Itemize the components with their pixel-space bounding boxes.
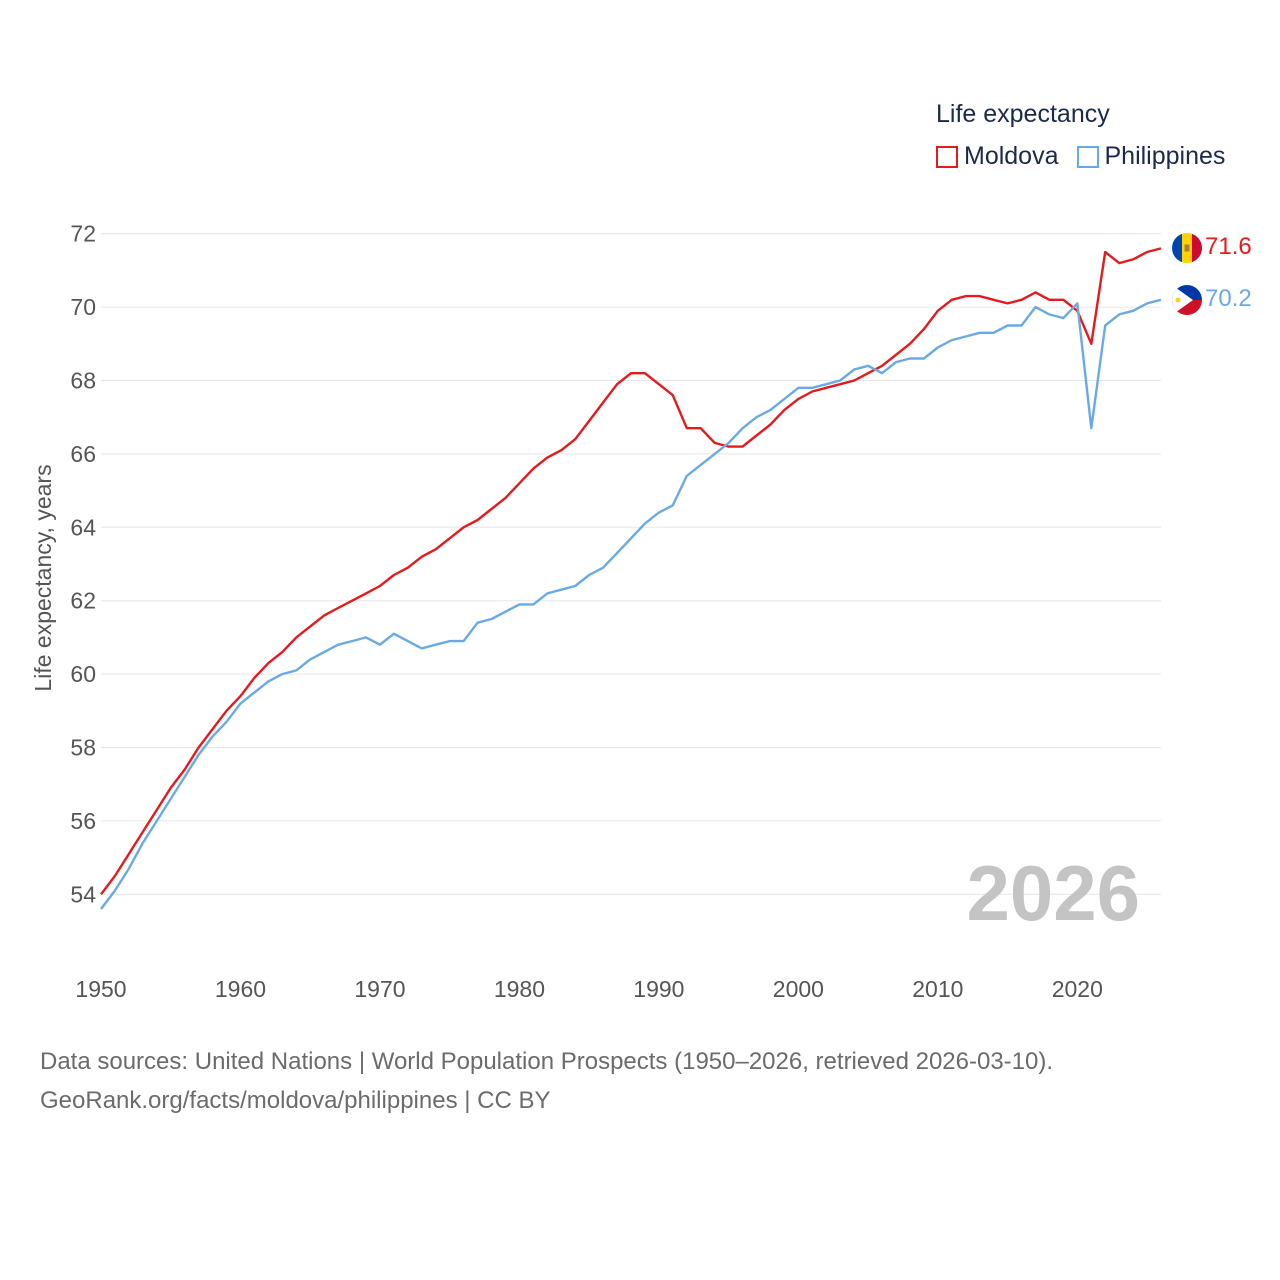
x-tick-label-1990: 1990 bbox=[633, 976, 684, 1002]
year-watermark: 2026 bbox=[966, 849, 1140, 937]
legend-item-moldova[interactable]: Moldova bbox=[936, 142, 1059, 171]
y-tick-label-72: 72 bbox=[70, 221, 96, 247]
series-end-labels: 71.6 70.2 bbox=[1205, 233, 1252, 312]
series-lines bbox=[100, 247, 1162, 910]
legend: Moldova Philippines bbox=[936, 142, 1243, 171]
y-tick-label-54: 54 bbox=[70, 881, 96, 907]
moldova-flag-icon bbox=[1172, 233, 1202, 263]
legend-swatch-philippines bbox=[1076, 145, 1099, 168]
series-end-markers bbox=[1172, 233, 1202, 315]
x-tick-label-1970: 1970 bbox=[354, 976, 405, 1002]
series-line-moldova bbox=[100, 247, 1162, 896]
legend-swatch-moldova bbox=[936, 145, 958, 168]
end-label-philippines: 70.2 bbox=[1205, 285, 1252, 312]
y-axis-ticks: 54 56 58 60 62 64 66 68 70 72 bbox=[70, 221, 96, 908]
y-axis-label: Life expectancy, years bbox=[30, 464, 56, 691]
line-chart: 54 56 58 60 62 64 66 68 70 72 1950 1960 1970 1980 199… bbox=[30, 221, 1252, 1002]
y-tick-label-64: 64 bbox=[70, 514, 96, 540]
gridlines bbox=[101, 233, 1161, 895]
x-tick-label-2010: 2010 bbox=[912, 976, 963, 1002]
x-tick-label-2000: 2000 bbox=[773, 976, 824, 1002]
x-tick-label-1950: 1950 bbox=[75, 976, 126, 1002]
data-sources-text: Data sources: United Nations | World Pop… bbox=[40, 1048, 1054, 1075]
y-tick-label-56: 56 bbox=[70, 808, 96, 834]
x-tick-label-2020: 2020 bbox=[1052, 976, 1103, 1002]
y-tick-label-58: 58 bbox=[70, 735, 96, 761]
x-axis-ticks: 1950 1960 1970 1980 1990 2000 2010 2020 bbox=[75, 976, 1102, 1002]
source-link[interactable]: GeoRank.org/facts/moldova/philippines | … bbox=[40, 1087, 551, 1114]
y-tick-label-68: 68 bbox=[70, 368, 96, 394]
legend-title: Life expectancy bbox=[936, 100, 1110, 128]
x-tick-label-1980: 1980 bbox=[494, 976, 545, 1002]
y-tick-label-62: 62 bbox=[70, 588, 96, 614]
x-tick-label-1960: 1960 bbox=[215, 976, 266, 1002]
y-tick-label-66: 66 bbox=[70, 441, 96, 467]
legend-label-moldova: Moldova bbox=[964, 142, 1059, 170]
legend-item-philippines[interactable]: Philippines bbox=[1076, 142, 1226, 171]
legend-label-philippines: Philippines bbox=[1104, 142, 1226, 170]
footer: Data sources: United Nations | World Pop… bbox=[40, 1042, 1053, 1120]
end-label-moldova: 71.6 bbox=[1205, 233, 1252, 260]
series-line-philippines bbox=[100, 298, 1162, 910]
philippines-flag-icon bbox=[1172, 285, 1202, 315]
y-tick-label-70: 70 bbox=[70, 294, 96, 320]
y-tick-label-60: 60 bbox=[70, 661, 96, 687]
